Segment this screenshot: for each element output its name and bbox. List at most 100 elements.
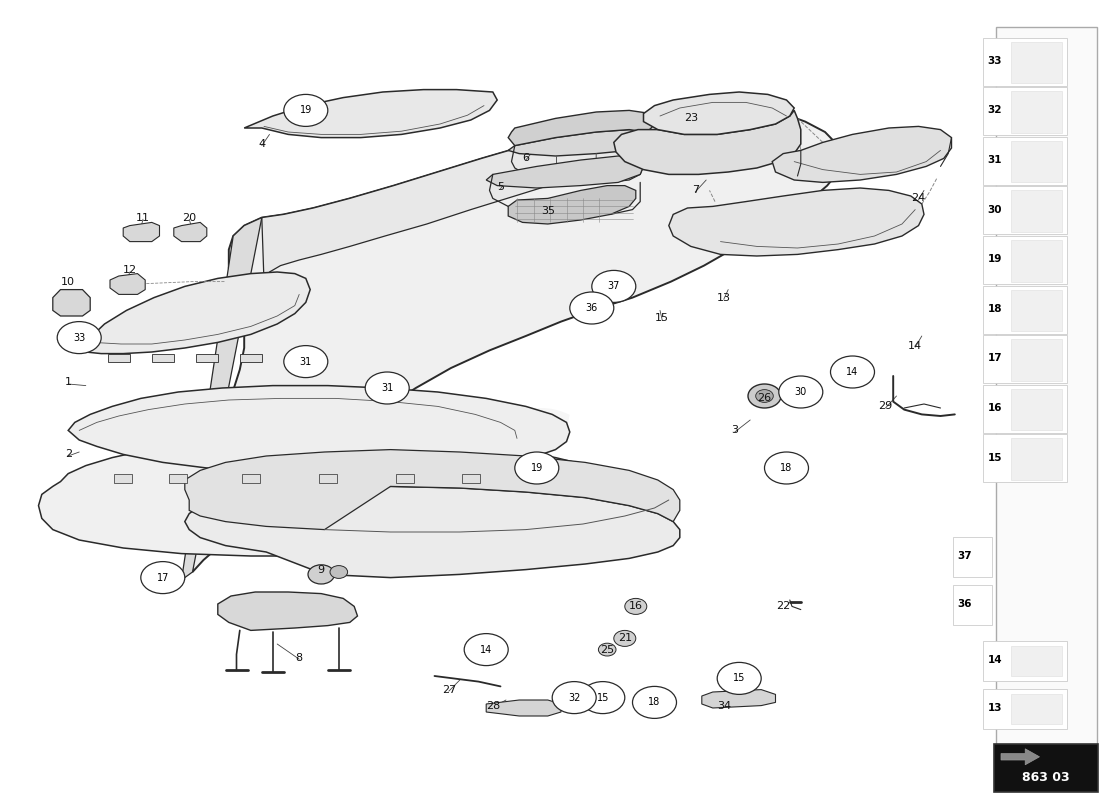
Text: 32: 32 [568, 693, 581, 702]
FancyBboxPatch shape [983, 38, 1067, 86]
FancyBboxPatch shape [983, 434, 1067, 482]
Polygon shape [396, 474, 414, 483]
Text: 13: 13 [988, 703, 1002, 713]
Text: 15: 15 [596, 693, 609, 702]
Text: 31: 31 [988, 155, 1002, 165]
Text: 37: 37 [607, 282, 620, 291]
Circle shape [284, 94, 328, 126]
FancyBboxPatch shape [983, 335, 1067, 383]
Text: 2: 2 [65, 450, 72, 459]
Text: 3: 3 [732, 426, 738, 435]
FancyBboxPatch shape [953, 537, 992, 577]
Polygon shape [486, 700, 561, 716]
Polygon shape [772, 126, 952, 182]
FancyBboxPatch shape [1011, 190, 1062, 232]
Circle shape [592, 270, 636, 302]
Polygon shape [39, 438, 636, 556]
Text: 17: 17 [156, 573, 169, 582]
Polygon shape [242, 474, 260, 483]
Polygon shape [185, 450, 680, 530]
Polygon shape [182, 218, 262, 580]
Polygon shape [702, 690, 776, 708]
Polygon shape [82, 272, 310, 354]
Text: 15: 15 [733, 674, 746, 683]
FancyBboxPatch shape [983, 689, 1067, 729]
Polygon shape [185, 486, 680, 578]
Text: 14: 14 [846, 367, 859, 377]
Circle shape [632, 686, 676, 718]
Text: 15: 15 [988, 453, 1002, 462]
Circle shape [57, 322, 101, 354]
Text: a passion for parts since 1985: a passion for parts since 1985 [315, 535, 565, 553]
Text: 8: 8 [296, 653, 303, 662]
Text: 35: 35 [541, 206, 554, 216]
Text: 5: 5 [497, 182, 504, 192]
Text: 17: 17 [988, 354, 1002, 363]
Text: 34: 34 [717, 701, 730, 710]
Polygon shape [152, 354, 174, 362]
Circle shape [830, 356, 874, 388]
Text: 30: 30 [988, 205, 1002, 214]
Polygon shape [174, 222, 207, 242]
Text: 6: 6 [522, 154, 529, 163]
Text: 12: 12 [123, 266, 136, 275]
Polygon shape [486, 156, 644, 188]
Polygon shape [262, 108, 735, 282]
FancyBboxPatch shape [1011, 240, 1062, 282]
Circle shape [515, 452, 559, 484]
Text: 19: 19 [988, 254, 1002, 264]
Circle shape [284, 346, 328, 378]
Circle shape [764, 452, 808, 484]
Text: 33: 33 [73, 333, 86, 342]
Text: 21: 21 [618, 634, 631, 643]
Polygon shape [110, 274, 145, 294]
Text: 18: 18 [648, 698, 661, 707]
Circle shape [365, 372, 409, 404]
Text: 22: 22 [777, 602, 790, 611]
Text: 1: 1 [65, 378, 72, 387]
Text: 30: 30 [794, 387, 807, 397]
Polygon shape [68, 386, 570, 474]
Text: 16: 16 [629, 602, 642, 611]
Circle shape [141, 562, 185, 594]
FancyBboxPatch shape [983, 87, 1067, 135]
Text: 14: 14 [988, 655, 1002, 665]
Text: 31: 31 [299, 357, 312, 366]
Text: EPC: EPC [309, 406, 571, 522]
FancyBboxPatch shape [1011, 91, 1062, 133]
FancyBboxPatch shape [1011, 438, 1062, 480]
FancyBboxPatch shape [953, 585, 992, 625]
Circle shape [330, 566, 348, 578]
Polygon shape [319, 474, 337, 483]
FancyBboxPatch shape [1011, 646, 1062, 676]
Polygon shape [508, 110, 658, 146]
Circle shape [581, 682, 625, 714]
Polygon shape [508, 186, 636, 224]
Text: 20: 20 [183, 213, 196, 222]
Polygon shape [614, 110, 801, 174]
FancyBboxPatch shape [983, 385, 1067, 433]
Circle shape [464, 634, 508, 666]
Polygon shape [508, 130, 651, 156]
FancyBboxPatch shape [983, 286, 1067, 334]
Circle shape [756, 390, 773, 402]
Circle shape [779, 376, 823, 408]
Polygon shape [240, 354, 262, 362]
Text: 14: 14 [909, 341, 922, 350]
Text: 863 03: 863 03 [1022, 771, 1070, 784]
FancyBboxPatch shape [994, 744, 1098, 792]
Circle shape [308, 565, 334, 584]
FancyBboxPatch shape [983, 236, 1067, 284]
Circle shape [598, 643, 616, 656]
Circle shape [570, 292, 614, 324]
Polygon shape [108, 354, 130, 362]
Text: 4: 4 [258, 139, 265, 149]
Text: 29: 29 [879, 402, 892, 411]
Text: 36: 36 [957, 599, 971, 609]
Polygon shape [218, 592, 358, 630]
Circle shape [614, 630, 636, 646]
Text: 19: 19 [299, 106, 312, 115]
Text: 25: 25 [601, 645, 614, 654]
Text: 26: 26 [758, 394, 771, 403]
Polygon shape [169, 474, 187, 483]
